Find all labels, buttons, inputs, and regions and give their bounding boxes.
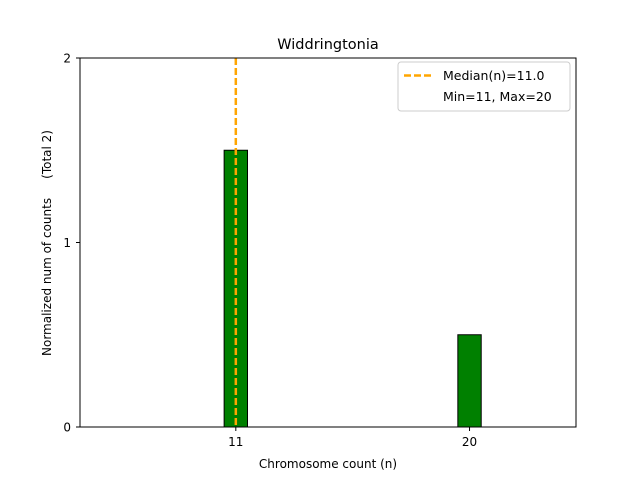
y-axis-ticks: 0 1 2 — [63, 52, 80, 435]
legend-min-max-label: Min=11, Max=20 — [443, 89, 552, 104]
y-tick-label-1: 1 — [63, 236, 71, 250]
legend-median-label: Median(n)=11.0 — [443, 68, 544, 83]
chart-title: Widdringtonia — [277, 37, 379, 53]
legend: Median(n)=11.0 Min=11, Max=20 — [397, 61, 571, 112]
y-axis-label: Normalized num of counts (Total 2) — [40, 130, 54, 356]
legend-box — [397, 61, 571, 112]
y-tick-label-2: 2 — [63, 52, 71, 66]
x-axis-label: Chromosome count (n) — [259, 457, 397, 471]
y-tick-label-0: 0 — [63, 421, 71, 435]
x-axis-ticks: 11 20 — [228, 427, 477, 449]
bar-20 — [457, 334, 482, 428]
x-tick-label-20: 20 — [462, 435, 477, 449]
x-tick-label-11: 11 — [228, 435, 243, 449]
